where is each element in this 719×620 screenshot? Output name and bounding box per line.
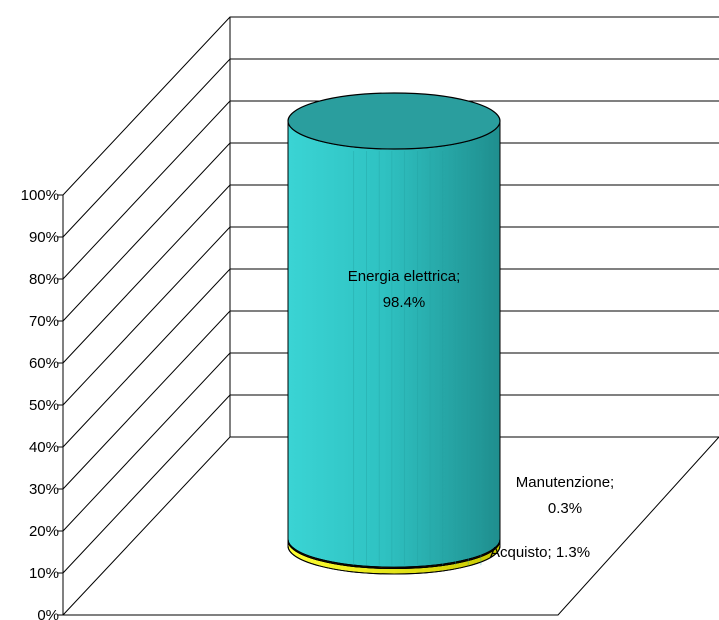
cylinder-top [287,92,501,150]
gridline [62,268,719,448]
data-label-line: Manutenzione; [516,474,614,491]
data-label-line: Acquisto; 1.3% [490,544,590,561]
data-label-line: 0.3% [548,500,582,517]
gridline [62,58,719,238]
floor-front-edge [63,436,719,616]
gridline [62,394,719,574]
y-tick-label: 10% [29,565,59,582]
segment-boundary [287,545,501,575]
y-tick-label: 0% [37,607,59,620]
gridline [62,142,719,322]
data-labels: Acquisto; 1.3% Manutenzione; 0.3% Energia e… [348,268,614,561]
segment-boundary [287,539,501,568]
y-tick-label: 20% [29,523,59,540]
y-tick-label: 60% [29,355,59,372]
cylinder [287,92,501,575]
y-tick-label: 80% [29,271,59,288]
gridline [62,352,719,532]
gridlines [62,58,719,574]
y-tick-label: 100% [21,187,59,204]
segment-boundary [287,540,501,569]
data-label-0: Acquisto; 1.3% [490,544,590,561]
y-axis-ticks: 0% 10% 20% 30% 40% 50% 60% 70% 80% 90% 100% [21,187,63,620]
data-label-1: Manutenzione; 0.3% [516,474,614,517]
floor-back-edge [62,436,719,616]
gridline [62,184,719,364]
gridline [62,100,719,280]
gridline [62,310,719,490]
gridline [62,226,719,406]
data-label-line: Energia elettrica; [348,268,461,285]
y-tick-label: 70% [29,313,59,330]
y-tick-label: 30% [29,481,59,498]
data-label-2: Energia elettrica; 98.4% [348,268,461,311]
y-tick-label: 50% [29,397,59,414]
y-tick-label: 40% [29,439,59,456]
y-tick-label: 90% [29,229,59,246]
data-label-line: 98.4% [383,294,426,311]
